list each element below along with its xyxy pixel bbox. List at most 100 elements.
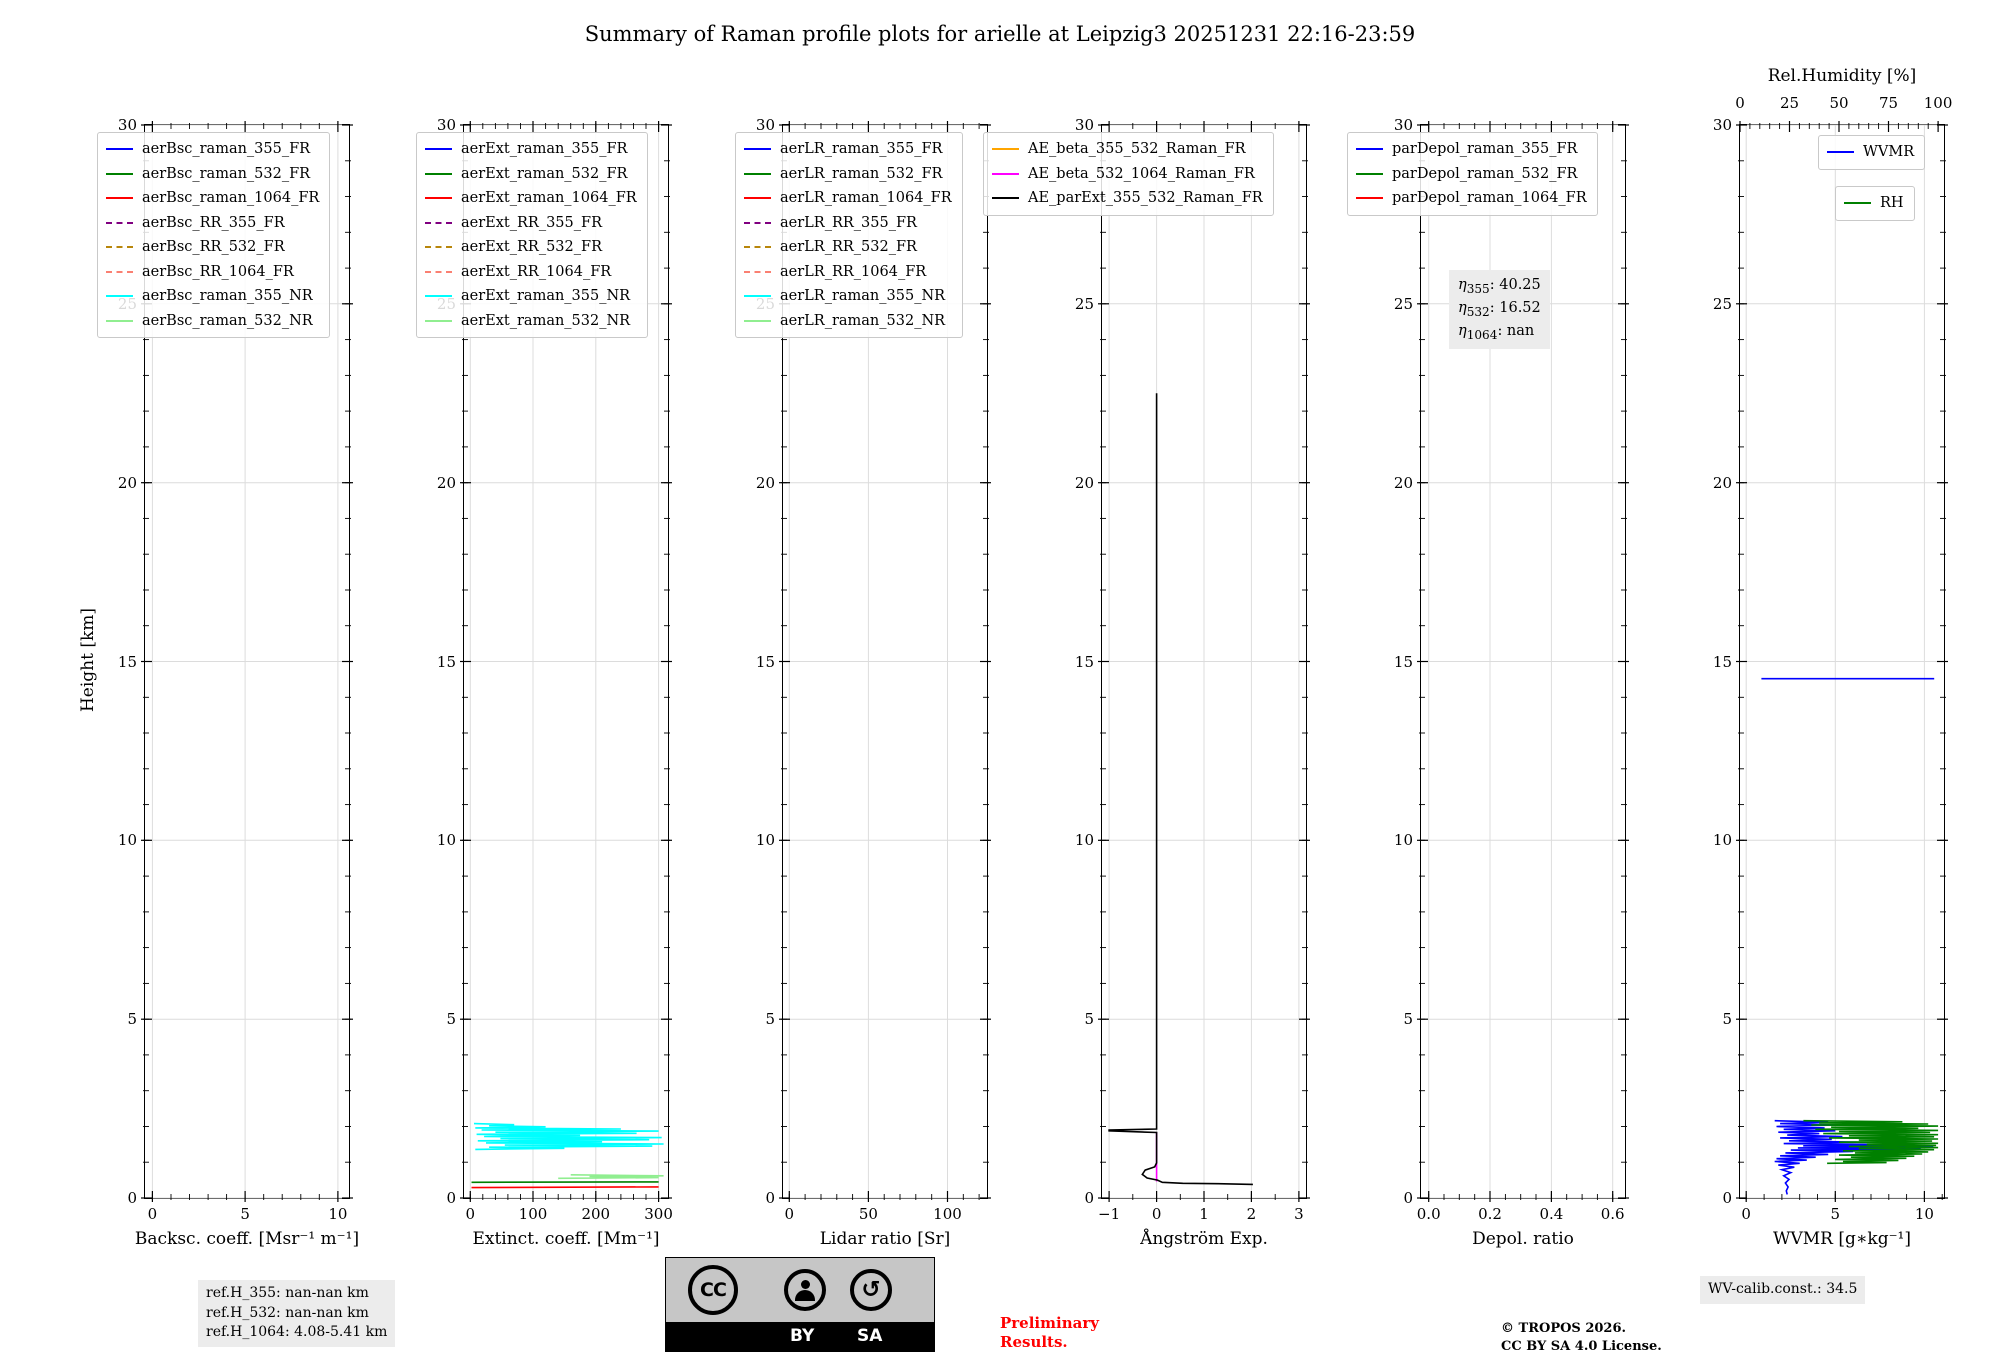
y-tick-label: 10 — [117, 831, 137, 850]
legend-item: aerLR_raman_532_FR — [744, 162, 952, 187]
legend-line-sample — [744, 246, 771, 249]
legend-item: aerLR_raman_355_FR — [744, 137, 952, 162]
y-tick-label: 20 — [117, 473, 137, 492]
ref-height-355: ref.H_355: nan-nan km — [206, 1285, 369, 1301]
x-tick-label: 0.0 — [1416, 1205, 1441, 1223]
y-tick-label: 25 — [1393, 294, 1413, 313]
legend-item-label: aerExt_RR_1064_FR — [461, 263, 612, 280]
cc-badge-band: BY SA — [666, 1322, 934, 1351]
y-tick-label: 0 — [1403, 1189, 1413, 1207]
legend-item: aerExt_raman_355_FR — [425, 137, 637, 162]
copyright-note: © TROPOS 2026. CC BY SA 4.0 License. — [1501, 1320, 1662, 1355]
x-tick-label: 0 — [1741, 1205, 1751, 1223]
y-tick-label: 30 — [755, 116, 775, 134]
legend-item: aerBsc_raman_1064_FR — [106, 186, 319, 211]
legend-line-sample — [106, 295, 133, 298]
y-tick-label: 5 — [127, 1010, 137, 1029]
x-tick-label: 1 — [1199, 1205, 1209, 1223]
legend-item: aerBsc_RR_355_FR — [106, 211, 319, 236]
legend-line-sample — [106, 148, 133, 151]
y-tick-label: 30 — [1074, 116, 1094, 134]
y-tick-label: 20 — [436, 473, 456, 492]
preliminary-results-note: Preliminary Results. — [1000, 1314, 1099, 1352]
series-line-aerExt_raman_1064_FR — [471, 1186, 659, 1189]
y-tick-label: 25 — [1074, 294, 1094, 313]
legend-item-label: aerBsc_raman_355_NR — [142, 288, 313, 305]
x-axis-label-backscatter: Backsc. coeff. [Msr⁻¹ m⁻¹] — [134, 1229, 360, 1249]
legend-line-sample — [744, 148, 771, 151]
x-tick-label: 3 — [1294, 1205, 1304, 1223]
legend-line-sample — [744, 270, 771, 273]
copyright-line-2: CC BY SA 4.0 License. — [1501, 1338, 1662, 1354]
person-head — [800, 1279, 810, 1289]
legend-item-label: AE_beta_355_532_Raman_FR — [1028, 141, 1246, 158]
legend-item: aerBsc_raman_355_FR — [106, 137, 319, 162]
x-tick-label: 10 — [1914, 1205, 1934, 1223]
y-tick-label: 5 — [1722, 1010, 1732, 1029]
legend-item: aerLR_RR_1064_FR — [744, 260, 952, 285]
legend-item: aerLR_RR_532_FR — [744, 235, 952, 260]
legend-line-sample — [425, 172, 452, 175]
legend-line-sample — [744, 295, 771, 298]
legend-line-sample — [425, 221, 452, 224]
legend-item-label: aerBsc_RR_532_FR — [142, 239, 285, 256]
series-line-aerExt_raman_355_NR — [473, 1122, 664, 1151]
preliminary-line-2: Results. — [1000, 1332, 1068, 1351]
legend-item-label: aerLR_raman_355_FR — [780, 141, 943, 158]
legend-line-sample — [425, 270, 452, 273]
legend-line-sample — [106, 172, 133, 175]
x-tick-label: 50 — [858, 1205, 878, 1223]
cc-by-label: BY — [790, 1326, 815, 1346]
legend-item: RH — [1844, 191, 1904, 216]
legend-item: aerExt_raman_355_NR — [425, 284, 637, 309]
legend-item-label: aerLR_raman_532_NR — [780, 312, 946, 329]
legend-item: aerBsc_raman_355_NR — [106, 284, 319, 309]
legend-wvmr-0: WVMR — [1818, 135, 1926, 170]
panel-extinction: 0100200300051015202530Extinct. coeff. [M… — [416, 116, 673, 1249]
x-tick-label: 0 — [465, 1205, 476, 1223]
cc-sa-label: SA — [857, 1326, 883, 1346]
legend-item-label: aerBsc_raman_1064_FR — [142, 190, 320, 207]
legend-item-label: aerLR_RR_355_FR — [780, 214, 917, 231]
panel-wvmr: 0 5 10 0 5 10 15 20 25 30 WVMR [g∗kg⁻¹] 0 25 50 75 100 R… — [1713, 66, 1953, 1249]
y-tick-label: 10 — [1074, 831, 1094, 850]
eta-annotation: η355: 40.25 η532: 16.52 η1064: nan — [1449, 270, 1550, 349]
legend-item: parDepol_raman_355_FR — [1356, 137, 1587, 162]
legend-item-label: AE_beta_532_1064_Raman_FR — [1028, 165, 1255, 182]
cc-letters: CC — [700, 1279, 727, 1301]
legend-item: aerLR_raman_1064_FR — [744, 186, 952, 211]
legend-line-sample — [106, 221, 133, 224]
legend-item-label: aerBsc_raman_532_FR — [142, 165, 311, 182]
x-axis-label-extinction: Extinct. coeff. [Mm⁻¹] — [472, 1229, 660, 1249]
legend-item-label: RH — [1880, 195, 1904, 212]
legend-item-label: aerExt_raman_532_NR — [461, 312, 631, 329]
legend-line-sample — [425, 295, 452, 298]
top-x-tick-label: 100 — [1923, 94, 1953, 112]
x-tick-label: 100 — [518, 1205, 548, 1223]
y-tick-label: 30 — [436, 116, 456, 134]
series-line-WVMR — [1774, 1119, 1934, 1195]
attribution-person-icon — [784, 1269, 826, 1311]
legend-item-label: parDepol_raman_355_FR — [1392, 141, 1578, 158]
x-axis-label-depol: Depol. ratio — [1472, 1229, 1574, 1249]
panel-lidar-ratio: 050100051015202530Lidar ratio [Sr]aerLR_… — [735, 116, 991, 1249]
legend-item-label: aerExt_raman_355_FR — [461, 141, 628, 158]
figure-title: Summary of Raman profile plots for ariel… — [584, 22, 1416, 46]
x-axis-label-wvmr: WVMR [g∗kg⁻¹] — [1772, 1229, 1912, 1249]
top-x-tick-label: 25 — [1779, 94, 1800, 112]
x-tick-label: 0.4 — [1539, 1205, 1564, 1223]
x-tick-label: 5 — [1830, 1205, 1841, 1223]
y-tick-label: 0 — [1084, 1189, 1094, 1207]
y-tick-label: 5 — [1403, 1010, 1413, 1029]
x-tick-label: 100 — [933, 1205, 962, 1223]
x-tick-label: 0.6 — [1600, 1205, 1625, 1223]
x-tick-label: 200 — [581, 1205, 611, 1223]
eta-annotation-line: η1064: nan — [1458, 323, 1535, 342]
eta-annotation-line: η532: 16.52 — [1458, 300, 1541, 319]
legend-line-sample — [744, 172, 771, 175]
legend-line-sample — [425, 319, 452, 322]
x-tick-label: 0 — [784, 1205, 795, 1223]
legend-line-sample — [106, 246, 133, 249]
legend-item-label: aerBsc_RR_355_FR — [142, 214, 285, 231]
legend-item-label: aerExt_raman_532_FR — [461, 165, 628, 182]
